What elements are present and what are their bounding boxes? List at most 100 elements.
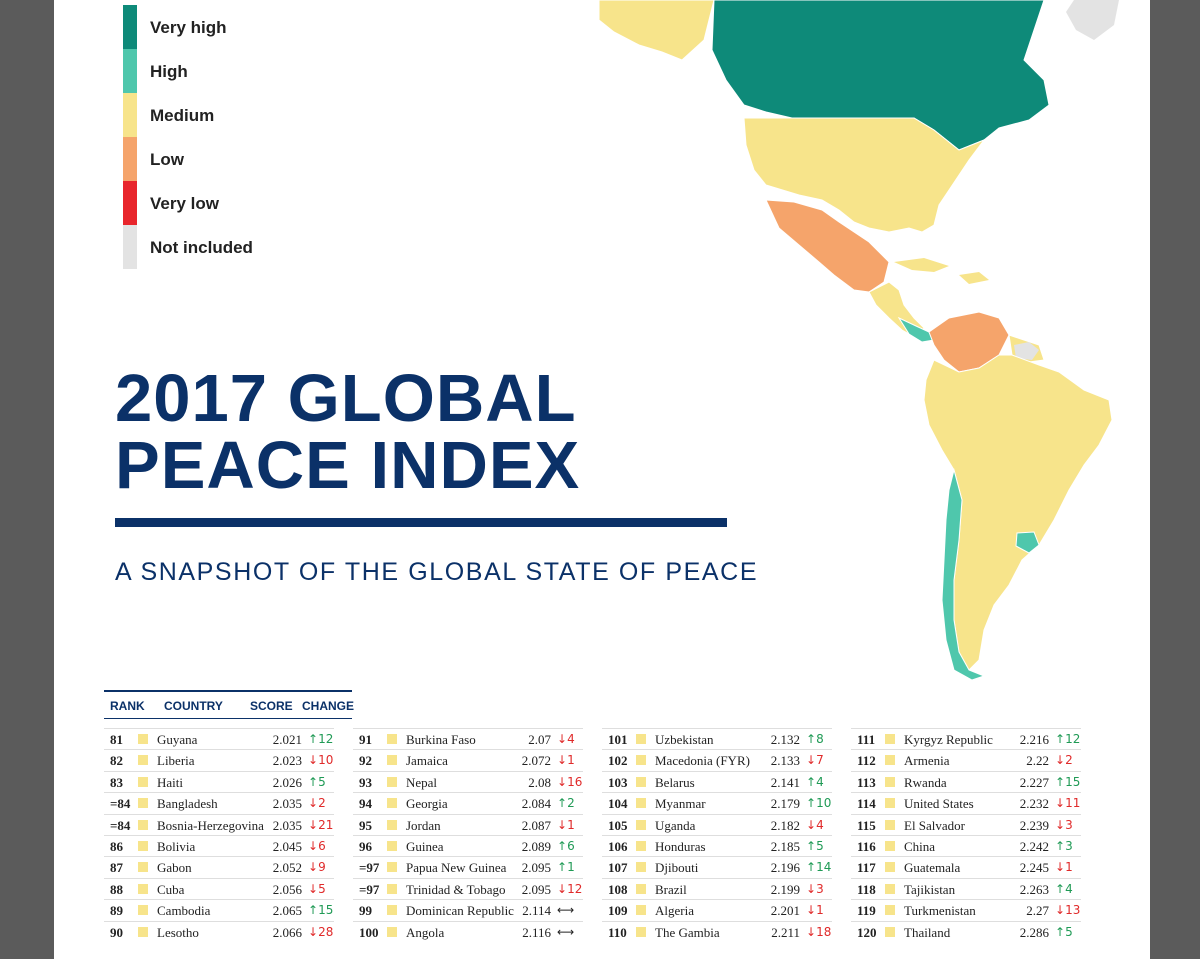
legend-swatch-very-high [123, 5, 137, 49]
rating-square [885, 819, 895, 830]
rating-square [636, 862, 646, 873]
rank-cell: =84 [110, 796, 131, 812]
rank-cell: =84 [110, 817, 131, 833]
score-cell: 2.084 [521, 796, 551, 812]
arrow-up-icon: ↑ [308, 774, 319, 789]
change-value: 13 [1065, 903, 1081, 918]
rating-square [387, 776, 397, 787]
table-row: 104 Myanmar 2.179 ↑10 [602, 792, 832, 813]
rank-cell: 106 [608, 838, 628, 854]
arrow-up-icon: ↑ [1055, 732, 1066, 746]
score-cell: 2.211 [771, 924, 800, 940]
rating-square [138, 776, 148, 787]
rank-cell: 118 [857, 881, 876, 897]
rating-square [885, 862, 895, 873]
change-cell: ↑1 [557, 860, 575, 874]
change-value: 4 [567, 732, 575, 746]
table-row: 86 Bolivia 2.045 ↓6 [104, 834, 334, 856]
change-cell: ↑12 [1055, 732, 1080, 746]
change-cell: ↓11 [1055, 796, 1080, 810]
rating-square [885, 755, 895, 766]
rating-square [885, 926, 895, 937]
change-value: 2 [318, 796, 326, 811]
arrow-down-icon: ↓ [308, 924, 319, 939]
legend-item-medium: Medium [123, 93, 323, 137]
arrow-up-icon: ↑ [308, 903, 319, 918]
arrow-down-icon: ↓ [308, 881, 319, 896]
score-cell: 2.095 [521, 881, 551, 897]
score-cell: 2.035 [272, 817, 302, 833]
country-cell: Turkmenistan [904, 903, 976, 919]
change-value: 5 [318, 774, 326, 789]
rating-square [138, 840, 148, 851]
table-row: 88 Cuba 2.056 ↓5 [104, 877, 334, 899]
rank-cell: 108 [608, 881, 628, 897]
rating-square [138, 819, 148, 830]
country-cell: Papua New Guinea [406, 860, 507, 876]
change-value: 10 [318, 753, 334, 768]
change-value: 3 [1065, 817, 1073, 832]
arrow-down-icon: ↓ [1055, 817, 1066, 832]
map-region-french-guiana [1014, 342, 1039, 360]
country-cell: Guatemala [904, 860, 961, 876]
change-value: 28 [318, 924, 334, 939]
rating-square [387, 883, 397, 894]
country-cell: Bangladesh [157, 796, 218, 812]
score-cell: 2.239 [1019, 817, 1049, 833]
change-cell: ↓16 [557, 775, 582, 789]
rating-square [885, 776, 895, 787]
rank-cell: 81 [110, 732, 123, 747]
rank-cell: 96 [359, 838, 372, 854]
map-region-alaska [598, 0, 715, 61]
legend-item-very-high: Very high [123, 5, 323, 49]
arrow-down-icon: ↓ [806, 903, 817, 918]
country-cell: Jordan [406, 817, 441, 833]
rating-square [138, 798, 148, 809]
table-row: 119 Turkmenistan 2.27 ↓13 [851, 899, 1081, 920]
table-row: 108 Brazil 2.199 ↓3 [602, 877, 832, 899]
legend-label-not-included: Not included [150, 238, 253, 257]
arrow-down-icon: ↓ [308, 796, 319, 811]
country-cell: Guyana [157, 732, 198, 747]
title-divider [115, 518, 727, 527]
rating-square [387, 862, 397, 873]
arrow-down-icon: ↓ [1055, 903, 1066, 918]
rating-square [636, 883, 646, 894]
country-cell: Uganda [655, 817, 696, 833]
table-row: =84 Bosnia-Herzegovina 2.035 ↓21 [104, 813, 334, 835]
arrow-up-icon: ↑ [557, 796, 568, 811]
table-row: 103 Belarus 2.141 ↑4 [602, 770, 832, 792]
table-row: 96 Guinea 2.089 ↑6 [353, 834, 583, 856]
rank-cell: 90 [110, 924, 123, 940]
country-cell: Honduras [655, 838, 706, 854]
country-cell: Lesotho [157, 924, 199, 940]
rank-cell: 112 [857, 753, 876, 769]
legend-item-high: High [123, 49, 323, 93]
arrow-up-icon: ↑ [1055, 774, 1066, 789]
legend-label-very-high: Very high [150, 18, 227, 37]
map-region-uruguay [1015, 531, 1040, 554]
change-value: 16 [567, 774, 583, 789]
rank-cell: 83 [110, 774, 123, 790]
change-cell: ↓3 [806, 882, 824, 896]
score-cell: 2.056 [272, 881, 302, 897]
rating-square [885, 905, 895, 916]
change-cell: ⟷ [557, 903, 574, 917]
country-cell: United States [904, 796, 974, 812]
score-cell: 2.133 [770, 753, 800, 769]
header-score: SCORE [250, 699, 293, 713]
country-cell: Burkina Faso [406, 732, 476, 747]
table-row: 105 Uganda 2.182 ↓4 [602, 813, 832, 835]
score-cell: 2.087 [521, 817, 551, 833]
score-cell: 2.07 [528, 732, 551, 747]
legend-label-low: Low [150, 150, 184, 169]
change-cell: ↓28 [308, 925, 333, 939]
header-country: COUNTRY [164, 699, 223, 713]
table-row: =97 Papua New Guinea 2.095 ↑1 [353, 856, 583, 877]
score-cell: 2.08 [528, 774, 551, 790]
change-value: 5 [318, 881, 326, 896]
rating-square [636, 798, 646, 809]
score-cell: 2.185 [770, 838, 800, 854]
score-cell: 2.232 [1019, 796, 1049, 812]
rank-cell: 92 [359, 753, 372, 769]
